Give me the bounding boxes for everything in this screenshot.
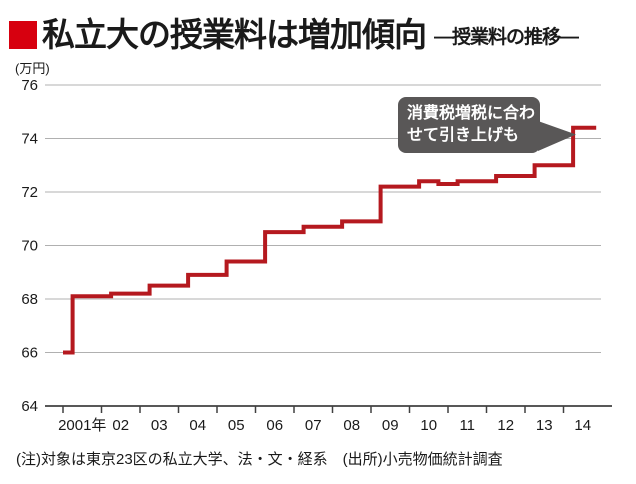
y-axis-tick-label: 76 [21, 77, 38, 94]
x-axis-tick-label: 12 [497, 417, 514, 434]
chart-subtitle: —授業料の推移— [434, 27, 579, 48]
annotation-callout: 消費税増税に合わ せて引き上げも [398, 97, 576, 153]
title-bullet-square [9, 21, 37, 49]
x-axis-tick-label: 07 [305, 417, 322, 434]
source-note: (注)対象は東京23区の私立大学、法・文・経系 (出所)小売物価統計調査 [16, 451, 503, 468]
y-axis-tick-label: 72 [21, 184, 38, 201]
x-axis-tick-label: 04 [189, 417, 206, 434]
annotation-line2: せて引き上げも [407, 127, 520, 145]
x-axis-tick-label: 10 [420, 417, 437, 434]
chart-title: 私立大の授業料は増加傾向 [42, 16, 427, 53]
chart-header: 私立大の授業料は増加傾向 —授業料の推移— [9, 16, 579, 53]
x-axis-tick-label: 05 [228, 417, 245, 434]
x-axis-tick-label: 11 [459, 417, 475, 434]
x-axis-tick-label: 08 [343, 417, 360, 434]
x-axis-tick-label: 02 [112, 417, 129, 434]
x-axis-tick-label: 13 [536, 417, 553, 434]
x-axis-tick-label: 06 [266, 417, 283, 434]
y-axis-tick-label: 64 [21, 398, 38, 415]
x-axis-tick-label: 09 [382, 417, 399, 434]
x-axis-tick-label: 14 [574, 417, 591, 434]
y-axis-unit-label: (万円) [15, 61, 50, 76]
y-axis-tick-label: 74 [21, 131, 38, 148]
y-axis-tick-label: 70 [21, 238, 38, 255]
x-axis-tick-label: 2001年 [58, 417, 106, 434]
x-axis-tick-label: 03 [151, 417, 168, 434]
tuition-step-line [63, 125, 597, 355]
annotation-line1: 消費税増税に合わ [407, 105, 536, 122]
y-axis-tick-label: 68 [21, 291, 38, 308]
y-axis-tick-label: 66 [21, 345, 38, 362]
